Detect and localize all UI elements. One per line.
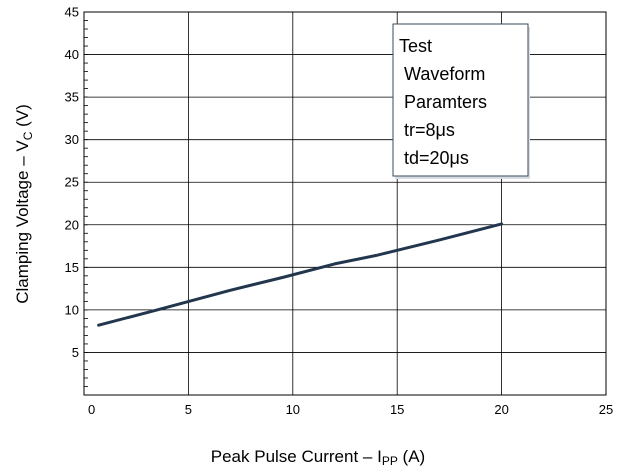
x-tick-label: 10 [286,402,300,417]
x-tick-label: 15 [390,402,404,417]
x-axis-title-unit: (A) [398,447,425,466]
x-tick-label: 20 [494,402,508,417]
y-tick-label: 25 [65,175,79,190]
x-axis-title-text: Peak Pulse Current [211,447,359,466]
y-tick-labels: 5 10 15 20 25 30 35 40 45 [65,5,79,360]
annotation-box: Test Waveform Paramters tr=8μs td=20μs [392,23,530,179]
y-axis-title-unit: (V) [13,104,32,131]
data-series [97,222,504,327]
x-tick-label: 5 [185,402,192,417]
annotation-line-3: Paramters [404,92,487,112]
x-tick-labels: 0 5 10 15 20 25 [88,402,613,417]
annotation-line-5: td=20μs [404,148,469,168]
y-tick-label: 35 [65,90,79,105]
annotation-line-1: Test [399,36,432,56]
y-axis-title-text: Clamping Voltage [13,171,32,304]
y-tick-label: 5 [72,345,79,360]
y-tick-label: 20 [65,217,79,232]
y-axis-title-symbol: V [13,140,32,152]
x-tick-label: 25 [599,402,613,417]
x-axis-title: Peak Pulse Current – IPP (A) [211,447,425,468]
y-tick-label: 15 [65,260,79,275]
y-axis-title: Clamping Voltage – VC (V) [13,104,35,304]
y-tick-label: 10 [65,302,79,317]
minor-ticks [84,20,88,387]
annotation-line-2: Waveform [404,64,485,84]
plot-frame [83,11,607,396]
y-tick-label: 30 [65,132,79,147]
series-line [97,222,504,327]
x-axis-title-subscript: PP [382,454,398,468]
annotation-line-4: tr=8μs [404,120,455,140]
x-tick-label: 0 [88,402,95,417]
y-axis-title-subscript: C [21,131,35,140]
y-tick-label: 40 [65,47,79,62]
y-tick-label: 45 [65,5,79,20]
x-axis-title-symbol: I [377,447,382,466]
annotation-box-frame [392,23,529,177]
